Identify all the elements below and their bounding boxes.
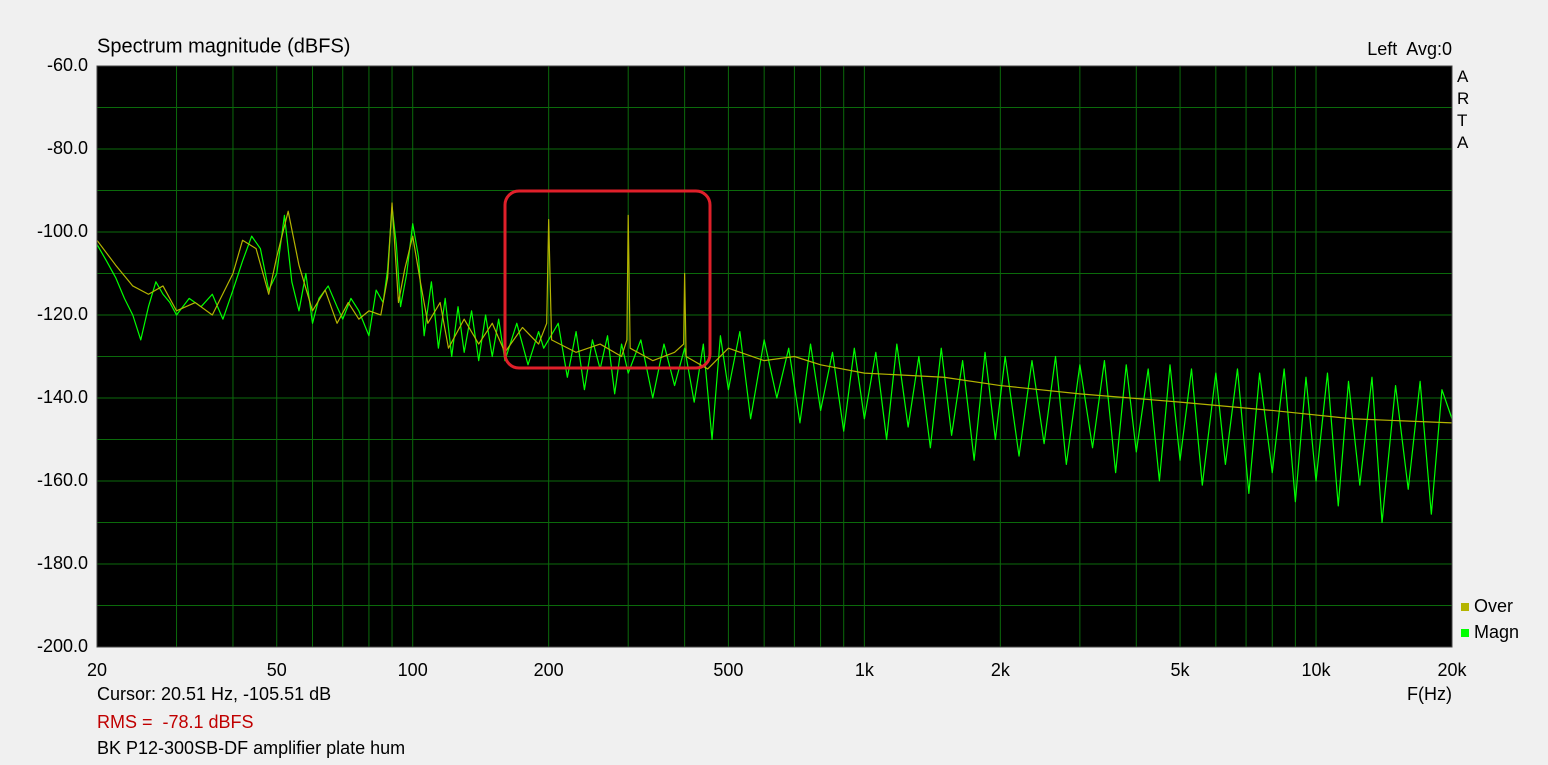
x-tick-label: 50 [267, 660, 287, 680]
x-tick-label: 100 [398, 660, 428, 680]
x-axis-label: F(Hz) [1407, 684, 1452, 704]
legend-swatch [1461, 603, 1469, 611]
x-tick-label: 200 [534, 660, 564, 680]
side-label: ARTA [1457, 67, 1470, 152]
y-tick-label: -160.0 [37, 470, 88, 490]
x-tick-label: 10k [1302, 660, 1332, 680]
plot-frame [96, 65, 1453, 648]
y-tick-label: -60.0 [47, 55, 88, 75]
y-tick-label: -200.0 [37, 636, 88, 656]
channel-label: Left Avg:0 [1367, 39, 1452, 59]
legend-swatch [1461, 629, 1469, 637]
x-tick-label: 5k [1171, 660, 1191, 680]
y-tick-label: -80.0 [47, 138, 88, 158]
spectrum-line [96, 202, 1453, 424]
legend-label: Magn [1474, 622, 1519, 642]
y-tick-label: -120.0 [37, 304, 88, 324]
caption: BK P12-300SB-DF amplifier plate hum [97, 738, 405, 758]
rms-readout: RMS = -78.1 dBFS [97, 712, 254, 732]
x-tick-label: 1k [855, 660, 875, 680]
x-tick-label: 20 [87, 660, 107, 680]
y-tick-label: -100.0 [37, 221, 88, 241]
spectrum-line [96, 206, 1453, 524]
y-tick-label: -140.0 [37, 387, 88, 407]
x-tick-label: 2k [991, 660, 1011, 680]
legend-label: Over [1474, 596, 1513, 616]
highlight-box [503, 189, 712, 370]
y-tick-label: -180.0 [37, 553, 88, 573]
x-tick-label: 500 [713, 660, 743, 680]
chart-title: Spectrum magnitude (dBFS) [97, 35, 350, 57]
x-tick-label: 20k [1437, 660, 1467, 680]
cursor-readout: Cursor: 20.51 Hz, -105.51 dB [97, 684, 331, 704]
